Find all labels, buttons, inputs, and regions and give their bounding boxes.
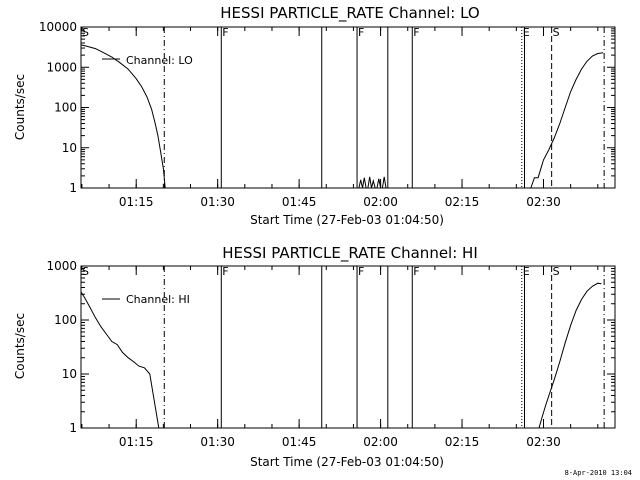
x-tick-label: 01:15 [119, 195, 154, 209]
event-label: E [523, 26, 530, 39]
event-label: F [222, 265, 228, 278]
x-tick-label: 02:15 [445, 435, 480, 449]
y-tick-label: 1000 [46, 259, 77, 273]
event-label: S [553, 265, 560, 278]
x-tick-label: 01:30 [200, 195, 235, 209]
x-tick-label: 02:00 [363, 435, 398, 449]
series-line [358, 176, 387, 189]
y-tick-label: 10 [62, 367, 77, 381]
series-line [527, 52, 604, 189]
data-series-group [80, 282, 602, 429]
x-tick-label: 02:30 [526, 435, 561, 449]
event-label: E [523, 265, 530, 278]
y-axis-label: Counts/sec [13, 313, 27, 379]
x-tick-label: 01:45 [282, 435, 317, 449]
x-axis-ticks: 01:15 01:30 01:45 02:00 02:15 02:30 [81, 266, 599, 449]
y-tick-label: 10000 [39, 20, 77, 34]
event-label: S [82, 26, 89, 39]
event-label: F [413, 26, 419, 39]
y-tick-label: 1000 [46, 60, 77, 74]
event-label: S [553, 26, 560, 39]
y-tick-label: 10 [62, 141, 77, 155]
y-axis-ticks: 1 10 100 1000 [46, 259, 615, 435]
event-label: F [358, 26, 364, 39]
x-tick-label: 02:15 [445, 195, 480, 209]
event-label: F [413, 265, 419, 278]
legend: Channel: HI [102, 293, 190, 306]
series-line [538, 282, 602, 429]
event-label: S [82, 265, 89, 278]
x-tick-label: 02:30 [526, 195, 561, 209]
x-axis-ticks: 01:15 01:30 01:45 02:00 02:15 02:30 [81, 27, 599, 209]
series-line [80, 44, 166, 189]
chart-title: HESSI PARTICLE_RATE Channel: HI [222, 244, 478, 263]
y-tick-label: 100 [54, 313, 77, 327]
timestamp-footer: 8-Apr-2010 13:04 [564, 469, 632, 477]
x-tick-label: 01:15 [119, 435, 154, 449]
event-label: F [358, 265, 364, 278]
y-tick-label: 1 [69, 421, 77, 435]
plot-frame [80, 26, 616, 189]
x-tick-label: 01:45 [282, 195, 317, 209]
y-axis-ticks: 1 10 100 1000 10000 [39, 20, 615, 195]
legend-label: Channel: LO [126, 54, 193, 67]
x-tick-label: 02:00 [363, 195, 398, 209]
plot-frame [80, 265, 616, 429]
x-axis-label: Start Time (27-Feb-03 01:04:50) [250, 213, 444, 227]
x-tick-label: 01:30 [200, 435, 235, 449]
series-line [80, 291, 160, 429]
chart-title: HESSI PARTICLE_RATE Channel: LO [220, 4, 479, 23]
panel-lo: HESSI PARTICLE_RATE Channel: LO Counts/s… [13, 4, 616, 227]
y-tick-label: 1 [69, 181, 77, 195]
event-label: F [222, 26, 228, 39]
y-tick-label: 100 [54, 101, 77, 115]
y-axis-label: Counts/sec [13, 74, 27, 140]
legend: Channel: LO [102, 54, 193, 67]
panel-hi: HESSI PARTICLE_RATE Channel: HI Counts/s… [13, 244, 616, 469]
x-axis-label: Start Time (27-Feb-03 01:04:50) [250, 455, 444, 469]
legend-label: Channel: HI [126, 293, 190, 306]
